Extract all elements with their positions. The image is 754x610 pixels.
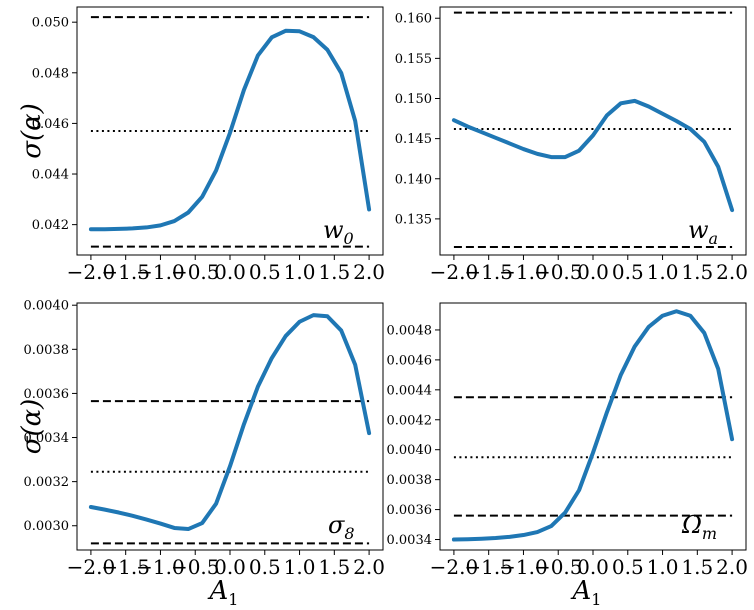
x-axis-label: A1 xyxy=(571,576,602,609)
x-tick-label: 0.0 xyxy=(577,555,609,579)
y-tick-label: 0.140 xyxy=(395,172,432,187)
y-tick-label: 0.0030 xyxy=(24,519,70,534)
x-tick-label: −2.0 xyxy=(67,260,116,284)
y-tick-label: 0.135 xyxy=(395,212,432,227)
x-tick-label: 1.5 xyxy=(681,555,713,579)
y-tick-label: 0.0046 xyxy=(387,353,433,368)
x-tick-label: 1.5 xyxy=(318,555,350,579)
x-tick-label: −0.5 xyxy=(171,555,220,579)
y-tick-label: 0.0034 xyxy=(24,431,70,446)
y-tick-label: 0.0038 xyxy=(387,473,433,488)
annotation-subscript: m xyxy=(702,524,717,543)
x-tick-label: −2.0 xyxy=(430,260,479,284)
series-line xyxy=(88,313,372,532)
x-tick-label: −0.5 xyxy=(171,260,220,284)
x-axis-label-base: A xyxy=(208,576,229,606)
x-tick-label: 1.0 xyxy=(647,555,679,579)
y-tick-label: 0.0044 xyxy=(387,383,433,398)
x-tick-label: −2.0 xyxy=(67,555,116,579)
y-tick-label: 0.155 xyxy=(395,52,432,67)
panel-annotation: wa xyxy=(688,216,718,248)
x-axis-label-subscript: 1 xyxy=(591,590,601,609)
y-tick-label: 0.0036 xyxy=(24,387,70,402)
y-axis-label: σ(α) xyxy=(17,399,47,455)
x-tick-label: 0.0 xyxy=(214,260,246,284)
chart-panel-bottom-right: −2.0−1.5−1.0−0.50.0 0.5 1.0 1.5 2.0 0.0034 0.0… xyxy=(387,302,748,609)
y-tick-label: 0.0038 xyxy=(24,343,70,358)
annotation-subscript: 8 xyxy=(344,524,354,543)
y-tick-label: 0.048 xyxy=(32,66,69,81)
y-tick-label: 0.0034 xyxy=(387,533,433,548)
panel-annotation: Ωm xyxy=(681,511,717,543)
x-tick-label: 1.0 xyxy=(647,260,679,284)
series-line xyxy=(88,28,372,232)
y-tick-label: 0.050 xyxy=(32,16,69,31)
x-tick-label: 1.5 xyxy=(318,260,350,284)
y-tick-label: 0.0048 xyxy=(387,323,433,338)
x-tick-label: 0.5 xyxy=(612,555,644,579)
chart-panel-top-right: −2.0−1.5−1.0−0.50.0 0.5 1.0 1.5 2.0 0.135 0.14… xyxy=(395,6,748,284)
panel-annotation: σ8 xyxy=(328,511,355,543)
x-tick-label: 0.0 xyxy=(214,555,246,579)
annotation-base: Ω xyxy=(681,511,702,539)
annotation-base: w xyxy=(323,216,344,244)
y-tick-label: 0.0036 xyxy=(387,503,433,518)
x-tick-label: −1.5 xyxy=(464,555,513,579)
y-tick-label: 0.145 xyxy=(395,132,432,147)
annotation-subscript: a xyxy=(709,229,719,248)
x-tick-label: −0.5 xyxy=(534,260,583,284)
chart-panel-top-left: −2.0−1.5−1.0−0.50.0 0.5 1.0 1.5 2.0 0.042 0.04… xyxy=(17,6,385,284)
x-tick-label: 1.0 xyxy=(284,555,316,579)
x-tick-label: 2.0 xyxy=(716,260,748,284)
x-tick-label: 2.0 xyxy=(353,260,385,284)
x-tick-label: 0.0 xyxy=(577,260,609,284)
x-tick-label: 1.0 xyxy=(284,260,316,284)
y-tick-label: 0.0040 xyxy=(387,443,433,458)
series-line xyxy=(451,98,735,213)
series-line xyxy=(451,309,735,542)
x-tick-label: −1.0 xyxy=(136,260,185,284)
x-tick-label: 0.5 xyxy=(249,260,281,284)
y-tick-label: 0.044 xyxy=(32,168,69,183)
y-tick-label: 0.0032 xyxy=(24,475,70,490)
x-axis-label-base: A xyxy=(571,576,592,606)
x-tick-label: 0.5 xyxy=(249,555,281,579)
x-tick-label: −1.0 xyxy=(136,555,185,579)
x-tick-label: 2.0 xyxy=(716,555,748,579)
annotation-base: σ xyxy=(328,511,345,539)
x-tick-label: −2.0 xyxy=(430,555,479,579)
x-tick-label: −1.5 xyxy=(101,555,150,579)
y-tick-label: 0.046 xyxy=(32,117,69,132)
x-tick-label: 2.0 xyxy=(353,555,385,579)
y-tick-label: 0.150 xyxy=(395,92,432,107)
x-tick-label: −1.5 xyxy=(464,260,513,284)
y-tick-label: 0.0040 xyxy=(24,299,70,314)
chart-panel-bottom-left: −2.0−1.5−1.0−0.50.0 0.5 1.0 1.5 2.0 0.0030 0.0… xyxy=(17,299,385,609)
y-axis-label: σ(α) xyxy=(17,103,47,159)
y-tick-label: 0.042 xyxy=(32,218,69,233)
panel-annotation: w0 xyxy=(323,216,354,248)
x-tick-label: −1.5 xyxy=(101,260,150,284)
annotation-subscript: 0 xyxy=(344,229,354,248)
x-tick-label: 1.5 xyxy=(681,260,713,284)
x-axis-label-subscript: 1 xyxy=(228,590,238,609)
x-tick-label: −1.0 xyxy=(499,555,548,579)
y-tick-label: 0.160 xyxy=(395,12,432,27)
annotation-base: w xyxy=(688,216,709,244)
x-tick-label: −0.5 xyxy=(534,555,583,579)
x-axis-label: A1 xyxy=(208,576,239,609)
x-tick-label: −1.0 xyxy=(499,260,548,284)
x-tick-label: 0.5 xyxy=(612,260,644,284)
y-tick-label: 0.0042 xyxy=(387,413,433,428)
